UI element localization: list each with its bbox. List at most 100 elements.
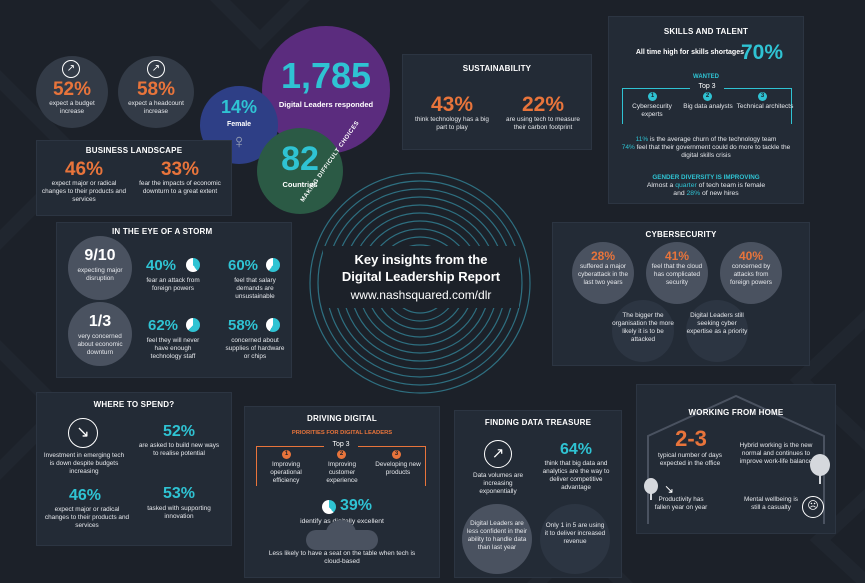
cyber-note2-circle [686, 300, 748, 362]
diversity-text: Almost a quarter of tech team is female … [614, 182, 798, 199]
data-title: FINDING DATA TREASURE [484, 418, 592, 427]
skills-gov-pct: 74% [621, 144, 635, 152]
pie-chart-icon-4 [266, 318, 280, 332]
sustainability-panel [402, 54, 592, 150]
storm-item-3-value: 60% [228, 257, 259, 274]
skills-title: SKILLS AND TALENT [663, 27, 749, 36]
spend-d-text: tasked with supporting innovation [147, 505, 211, 520]
driving-item-3: Developing new products [375, 461, 421, 476]
data-c-text: Digital Leaders are less confident in th… [466, 520, 528, 551]
pie-chart-icon [186, 258, 200, 272]
skills-panel [608, 16, 804, 204]
business-a-text: expect major or radical changes to their… [41, 180, 127, 203]
trend-up-icon-3: ↗ [484, 440, 512, 468]
cyber-item-2-text: feel that the cloud has complicated secu… [651, 263, 703, 286]
business-title: BUSINESS LANDSCAPE [85, 146, 183, 155]
wfh-title: WORKING FROM HOME [688, 408, 784, 417]
skills-item-2: Big data analysts [683, 103, 733, 110]
badge-3-icon: 3 [758, 92, 767, 101]
maze-graphic [309, 172, 531, 394]
spend-c-text: expect major or radical changes to their… [44, 506, 130, 529]
budget-value: 52% [52, 79, 92, 100]
countries-bubble [257, 128, 343, 214]
female-symbol-icon: ♀ [231, 131, 247, 153]
diversity-mid: of tech team is female [696, 182, 766, 189]
driving-item-1: Improving operational efficiency [270, 461, 302, 484]
wfh-text: typical number of days expected in the o… [658, 452, 722, 467]
tree-icon [810, 454, 830, 476]
responded-value: 1,785 [280, 55, 372, 96]
trend-down-icon: ↘ [68, 418, 98, 448]
chart-down-icon: ↘ [664, 482, 675, 496]
cyber-note1: The bigger the organisation the more lik… [612, 312, 674, 343]
spend-c-value: 46% [68, 487, 102, 504]
center-url[interactable]: www.nashsquared.com/dlr [350, 288, 492, 302]
sustainability-a-value: 43% [430, 93, 474, 116]
data-d-text: Only 1 in 5 are using it to deliver incr… [544, 522, 606, 545]
badge-3-icon-b: 3 [392, 450, 401, 459]
diversity-and: and [673, 190, 687, 198]
spend-panel [36, 392, 232, 546]
cloud-icon-top [326, 520, 356, 546]
pie-chart-icon-3 [186, 318, 200, 332]
skills-item-3: Technical architects [736, 103, 794, 110]
spend-b-value: 52% [162, 423, 196, 440]
badge-2-icon: 2 [703, 92, 712, 101]
storm-item-5-value: 62% [148, 317, 179, 334]
tree-trunk-2 [650, 492, 652, 500]
center-line2: Digital Leadership Report [341, 269, 501, 284]
center-line1: Key insights from the [354, 252, 488, 267]
cyber-note1-circle [612, 300, 674, 362]
skills-churn-text: is the average churn of the technology t… [649, 136, 777, 143]
storm-item-1-text: expecting major disruption [77, 267, 123, 282]
headcount-text: expect a headcount increase [128, 100, 184, 115]
spend-title: WHERE TO SPEND? [93, 400, 175, 409]
storm-item-2-text: fear an attack from foreign powers [146, 277, 200, 292]
wfh-value: 2-3 [675, 426, 707, 451]
cyber-item-1-value: 28% [590, 249, 616, 263]
skills-churn-pct: 11% [635, 136, 649, 143]
storm-item-4-circle [68, 302, 132, 366]
cyber-note2: Digital Leaders still seeking cyber expe… [686, 312, 748, 335]
data-c-circle [462, 504, 532, 574]
sustainability-b-value: 22% [521, 93, 565, 116]
cyber-item-1-circle [572, 242, 634, 304]
storm-item-4-text: very concerned about economic downturn [77, 333, 123, 356]
driving-item-2: Improving customer experience [326, 461, 358, 484]
storm-item-4-value: 1/3 [88, 313, 112, 330]
data-b-value: 64% [559, 441, 593, 458]
wfh-hybrid: Hybrid working is the new normal and con… [739, 442, 813, 465]
storm-title: IN THE EYE OF A STORM [112, 227, 213, 236]
storm-item-6-value: 58% [228, 317, 259, 334]
diversity-post: of new hires [700, 190, 739, 198]
business-b-text: fear the impacts of economic downturn to… [139, 180, 221, 195]
wfh-productivity: Productivity has fallen year on year [654, 496, 708, 511]
pie-chart-icon-2 [266, 258, 280, 272]
cyber-item-2-value: 41% [664, 249, 690, 263]
driving-title: DRIVING DIGITAL [307, 414, 377, 423]
sustainability-a-text: think technology has a big part to play [415, 116, 489, 131]
responded-text: Digital Leaders responded [278, 100, 374, 109]
badge-2-icon-b: 2 [337, 450, 346, 459]
cyber-item-3-text: concerned by attacks from foreign powers [730, 263, 772, 286]
business-b-value: 33% [160, 159, 200, 180]
skills-gov-text: feel that their government could do more… [636, 144, 791, 160]
budget-text: expect a budget increase [49, 100, 95, 115]
diversity-pct: 28% [686, 190, 701, 198]
storm-item-2-value: 40% [146, 257, 177, 274]
cyber-item-3-value: 40% [738, 249, 764, 263]
data-b-text: think that big data and analytics are th… [542, 460, 610, 491]
driving-sub: PRIORITIES FOR DIGITAL LEADERS [291, 430, 393, 436]
skills-churn: 11% is the average churn of the technolo… [616, 136, 796, 160]
wfh-mental: Mental wellbeing is still a casualty [744, 496, 798, 511]
driving-top3: Top 3 [324, 441, 358, 448]
spend-b-text: are asked to build new ways to realise p… [138, 442, 220, 457]
countries-value: 82 [281, 140, 319, 178]
spend-d-value: 53% [162, 485, 196, 502]
driving-pct: 39% [340, 497, 373, 514]
business-landscape-panel [36, 140, 232, 216]
driving-seat: Less likely to have a seat on the table … [268, 550, 416, 566]
sustainability-b-text: are using tech to measure their carbon f… [506, 116, 580, 131]
diversity-title: GENDER DIVERSITY IS IMPROVING [652, 174, 760, 181]
storm-item-5-text: feel they will never have enough technol… [146, 337, 200, 360]
